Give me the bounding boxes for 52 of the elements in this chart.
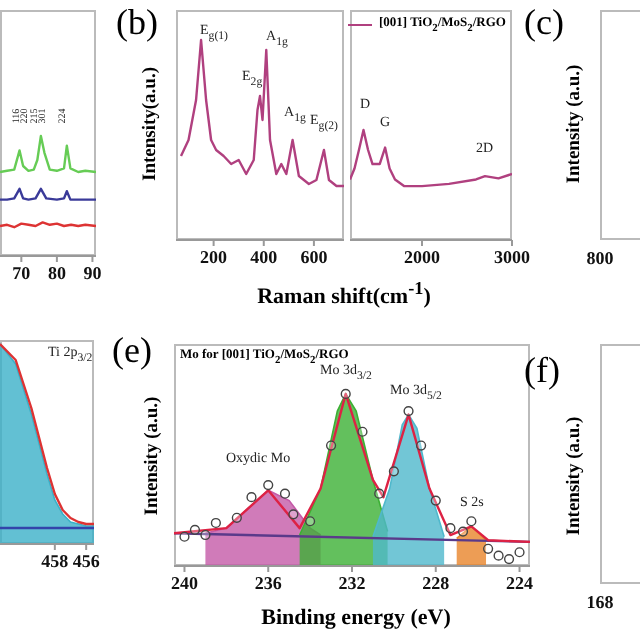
text: Intensity (a.u.) [564,64,586,184]
x-tick-label: 200 [200,246,229,267]
x-axis-title: Raman shift(cm$^{-1}$) [257,278,431,310]
point [430,495,441,506]
x-tick-label: 600 [300,246,329,267]
x-tick-label: 240 [170,572,199,593]
point [514,547,525,558]
x-tick-label: 2000 [404,246,441,267]
text: (f) [524,350,560,390]
point [200,529,211,541]
point [210,517,221,529]
text: 168 [586,592,614,612]
point [246,492,257,503]
y-axis-title: Intensity (a.u.) [142,396,164,516]
x-tick-label: 70 [12,262,32,283]
x-tick-label: 456 [72,550,101,571]
x-tick-label: 3000 [494,246,531,267]
point [388,466,399,477]
point [325,440,337,451]
point [374,488,385,499]
chart-title: (b) [116,2,158,42]
point [403,406,414,417]
x-tick-label: 232 [338,572,367,593]
x-tick-label: 236 [254,572,283,593]
point [503,554,515,565]
x-tick-label: 90 [83,262,103,283]
text: Intensity (a.u.) [564,416,586,536]
chart-title: (e) [112,330,152,370]
x-tick-label: 80 [47,262,67,283]
point [231,512,242,523]
point [263,480,274,491]
point [483,543,494,554]
point [189,524,201,535]
text: 800 [586,248,614,268]
point [493,550,504,561]
point [288,509,299,520]
point [279,488,291,499]
x-axis-title: Binding energy (eV) [261,606,451,630]
point [179,531,190,542]
x-tick-label: 228 [422,572,451,593]
x-tick-label: 224 [506,572,535,593]
text: (c) [524,2,564,42]
point [445,523,456,534]
point [457,526,469,537]
y-axis-title: Intensity(a.u.) [140,66,162,182]
x-tick-label: 458 [41,550,70,571]
point [305,516,316,527]
point [466,516,477,527]
point [416,440,427,451]
point [340,388,351,400]
point [357,426,368,437]
x-tick-label: 400 [250,246,279,267]
